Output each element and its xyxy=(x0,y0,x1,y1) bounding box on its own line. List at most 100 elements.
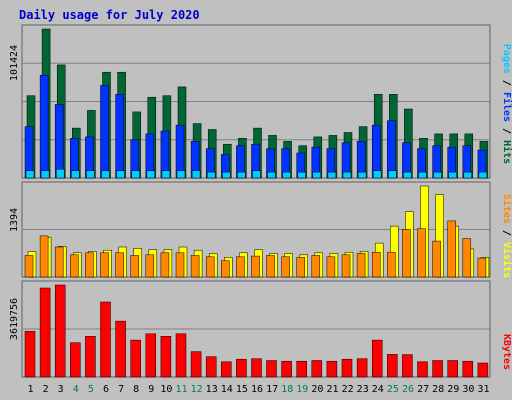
kbytes-bar xyxy=(115,320,126,378)
files-bar xyxy=(24,126,34,179)
pages-bar xyxy=(267,171,276,179)
pages-bar xyxy=(357,171,367,179)
kbytes-bar xyxy=(371,339,383,378)
sites-bar xyxy=(160,252,170,278)
pages-bar xyxy=(55,168,65,179)
pages-bar xyxy=(418,171,427,179)
kbytes-bar xyxy=(54,284,66,378)
ymax-label: 101424 xyxy=(9,45,20,81)
x-tick-label: 6 xyxy=(103,384,109,395)
legend-files: Files xyxy=(501,92,512,122)
pages-bar xyxy=(191,170,201,179)
kbytes-bar xyxy=(190,351,202,378)
x-tick-label: 4 xyxy=(73,384,79,395)
x-tick-label: 14 xyxy=(221,384,233,395)
kbytes-bar xyxy=(417,361,428,378)
kbytes-bar xyxy=(266,360,277,378)
legend-sites: Sites xyxy=(501,194,512,224)
pages-bar xyxy=(101,170,110,179)
sites-bar xyxy=(175,252,185,278)
sites-bar xyxy=(281,256,290,278)
legend-separator: / xyxy=(501,122,512,140)
sites-bar xyxy=(115,252,124,278)
sites-bar xyxy=(24,255,34,278)
pages-bar xyxy=(327,171,337,179)
sites-bar xyxy=(221,260,230,278)
legend-separator: / xyxy=(501,224,512,242)
sites-bar xyxy=(266,255,275,278)
ymax-label: 1394 xyxy=(9,208,20,232)
x-tick-label: 3 xyxy=(58,384,64,395)
kbytes-bar xyxy=(281,360,292,378)
x-tick-label: 16 xyxy=(251,384,263,395)
x-tick-label: 27 xyxy=(417,384,429,395)
sites-bar xyxy=(70,254,79,278)
x-tick-label: 15 xyxy=(236,384,248,395)
kbytes-bar xyxy=(432,360,443,378)
sites-bar xyxy=(251,255,260,278)
pages-bar xyxy=(86,170,95,179)
x-tick-label: 28 xyxy=(432,384,444,395)
x-tick-label: 22 xyxy=(342,384,354,395)
pages-bar xyxy=(448,171,457,179)
panel-hits-files-pages: 101424 Pages / Files / Hits xyxy=(9,24,512,179)
sites-bar xyxy=(205,256,215,278)
sites-bar xyxy=(326,256,336,278)
pages-bar xyxy=(297,171,306,179)
pages-bar xyxy=(372,170,382,179)
sites-bar xyxy=(462,238,472,278)
legend-hits: Hits xyxy=(501,140,512,164)
x-tick-label: 24 xyxy=(372,384,384,395)
sites-bar xyxy=(130,255,139,278)
kbytes-bar xyxy=(24,331,36,378)
kbytes-bar xyxy=(311,360,323,378)
x-tick-label: 25 xyxy=(387,384,399,395)
sites-bar xyxy=(447,220,456,278)
kbytes-bar xyxy=(130,339,141,378)
kbytes-bar xyxy=(100,301,111,378)
x-tick-label: 9 xyxy=(148,384,154,395)
x-tick-label: 2 xyxy=(43,384,49,395)
chart-title: Daily usage for July 2020 xyxy=(19,8,200,22)
x-tick-label: 1 xyxy=(27,384,33,395)
ymax-label: 3619756 xyxy=(9,298,20,340)
pages-bar xyxy=(131,170,140,179)
files-bar xyxy=(175,124,185,179)
pages-bar xyxy=(71,170,80,179)
x-tick-label: 17 xyxy=(266,384,278,395)
sites-bar xyxy=(341,254,351,278)
kbytes-bar xyxy=(387,354,398,378)
sites-bar xyxy=(432,240,441,278)
pages-bar xyxy=(116,170,125,179)
kbytes-bar xyxy=(221,361,232,378)
sites-bar xyxy=(371,251,381,278)
sites-bar xyxy=(190,255,200,278)
kbytes-bar xyxy=(175,333,187,378)
sites-bar xyxy=(311,255,321,278)
sites-bar xyxy=(54,246,64,278)
pages-bar xyxy=(463,171,473,179)
x-tick-label: 18 xyxy=(281,384,293,395)
kbytes-bar xyxy=(145,333,157,378)
legend: Sites / Visits xyxy=(501,194,512,278)
files-bar xyxy=(100,85,109,179)
x-tick-label: 26 xyxy=(402,384,414,395)
kbytes-bar xyxy=(356,358,368,378)
x-tick-label: 13 xyxy=(206,384,218,395)
pages-bar xyxy=(282,171,291,179)
pages-bar xyxy=(25,170,35,179)
sites-bar xyxy=(236,256,245,278)
kbytes-bar xyxy=(402,354,413,378)
kbytes-bar xyxy=(447,360,458,378)
sites-bar xyxy=(356,253,366,278)
kbytes-bar xyxy=(160,336,172,378)
pages-bar xyxy=(433,171,442,179)
pages-bar xyxy=(176,170,186,179)
pages-bar xyxy=(478,171,488,179)
legend: KBytes xyxy=(501,334,512,370)
files-bar xyxy=(54,104,64,179)
kbytes-bar xyxy=(251,358,262,378)
sites-bar xyxy=(85,252,94,278)
pages-bar xyxy=(342,171,352,179)
